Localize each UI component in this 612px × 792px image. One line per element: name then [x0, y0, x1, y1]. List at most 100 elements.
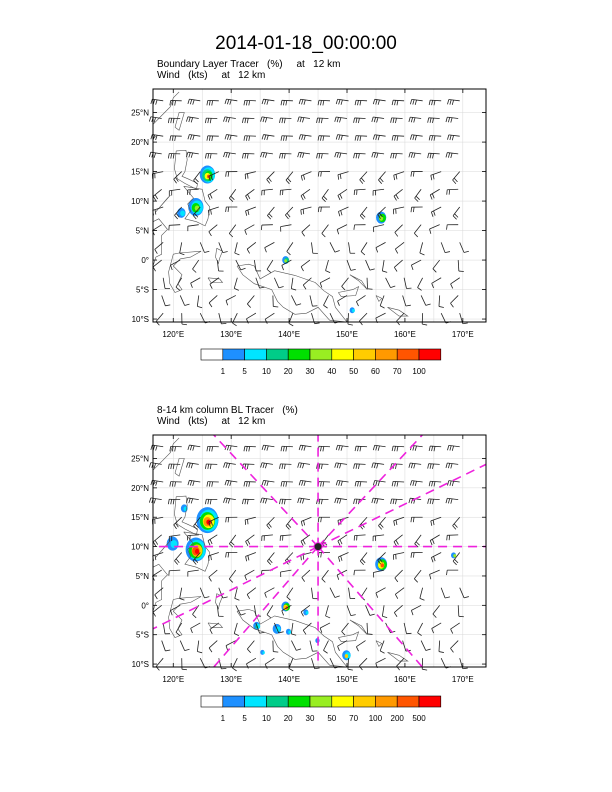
colorbar-swatch	[418, 695, 442, 708]
wind-barb	[354, 534, 366, 537]
wind-barb-feather	[302, 117, 305, 123]
wind-barb	[216, 260, 219, 272]
wind-barb	[253, 605, 257, 617]
wind-barb	[393, 206, 405, 210]
wind-barb-feather	[234, 598, 240, 601]
wind-barb	[395, 242, 405, 250]
wind-barb-feather	[369, 613, 375, 616]
wind-barb	[208, 516, 219, 523]
wind-barb-feather	[376, 463, 379, 469]
wind-barb	[255, 277, 260, 289]
wind-barb-feather	[224, 480, 227, 486]
wind-barb	[429, 569, 440, 575]
wind-barb-feather	[187, 134, 190, 140]
lat-label: 0°	[141, 256, 149, 265]
wind-barb-feather	[210, 175, 213, 181]
wind-barb-feather	[234, 287, 239, 291]
wind-barb-feather	[169, 100, 172, 106]
wind-barb	[375, 657, 386, 664]
tracer-contour	[284, 259, 287, 263]
wind-barb-feather	[175, 286, 181, 291]
wind-barb-feather	[208, 576, 212, 582]
wind-barb-feather	[373, 463, 376, 469]
wind-barb-feather	[225, 117, 228, 123]
wind-barb	[429, 224, 440, 230]
wind-barb	[373, 534, 385, 537]
wind-barb	[208, 224, 218, 233]
coastline	[152, 437, 180, 471]
wind-barb-feather	[223, 462, 226, 468]
wind-barb-feather	[172, 499, 175, 505]
coastline	[155, 540, 171, 558]
wind-barb-feather	[188, 498, 191, 504]
wind-barb-feather	[266, 480, 269, 486]
wind-barb	[329, 658, 336, 669]
wind-barb	[430, 480, 442, 483]
wind-barb-feather	[410, 463, 414, 469]
tracer-contour	[351, 308, 355, 313]
wind-barb-feather	[264, 498, 268, 504]
colorbar-label: 50	[327, 714, 336, 723]
wind-barb	[224, 497, 236, 501]
wind-barb	[244, 224, 255, 231]
wind-barb-feather	[190, 628, 193, 634]
wind-barb-feather	[247, 555, 250, 561]
colorbar-swatch	[309, 348, 333, 361]
coastline	[207, 277, 224, 283]
wind-barb-feather	[190, 282, 193, 288]
wind-barb-feather	[179, 598, 185, 601]
wind-barb-feather	[356, 301, 359, 307]
wind-barb-feather	[281, 610, 284, 616]
wind-barb-feather	[167, 118, 170, 124]
wind-barb-feather	[417, 632, 422, 636]
wind-barb-feather	[337, 300, 340, 306]
wind-barb-feather	[261, 134, 264, 140]
wind-barb-feather	[337, 646, 340, 651]
wind-barb-feather	[432, 463, 434, 469]
wind-barb-feather	[355, 153, 358, 159]
wind-barb	[410, 116, 422, 119]
wind-barb-feather	[207, 540, 211, 546]
wind-barb	[264, 312, 275, 320]
wind-barb-feather	[396, 481, 399, 487]
wind-barb-feather	[303, 520, 306, 526]
wind-barb-feather	[414, 197, 419, 202]
wind-barb-feather	[281, 118, 284, 124]
wind-barb-feather	[408, 498, 411, 504]
wind-barb-feather	[204, 250, 210, 253]
wind-barb	[300, 605, 311, 613]
wind-barb	[420, 295, 427, 306]
wind-barb-feather	[283, 464, 286, 470]
wind-barb-feather	[357, 100, 359, 106]
wind-barb-feather	[302, 539, 306, 545]
wind-barb-feather	[268, 558, 273, 564]
wind-barb-feather	[301, 577, 305, 582]
colorbar-label: 500	[412, 714, 426, 723]
wind-barb-feather	[300, 541, 304, 546]
wind-barb	[391, 117, 403, 119]
wind-barb-feather	[394, 135, 396, 141]
wind-barb	[300, 480, 312, 483]
lat-label: 25°N	[131, 454, 149, 463]
wind-barb-feather	[174, 135, 176, 141]
wind-barb-feather	[245, 481, 248, 487]
wind-barb-feather	[316, 117, 318, 123]
lon-label: 120°E	[162, 675, 184, 684]
wind-barb-feather	[222, 596, 228, 599]
wind-barb	[356, 640, 366, 647]
wind-barb	[318, 135, 330, 137]
colorbar-top: 1 5 10 20 30 40 50 60 70 100	[200, 348, 442, 376]
wind-barb	[261, 188, 273, 191]
wind-barb-feather	[223, 152, 226, 158]
wind-barb-feather	[359, 135, 362, 141]
wind-barb	[187, 151, 199, 155]
wind-barb-feather	[430, 211, 434, 217]
wind-barb	[187, 462, 199, 465]
wind-barb-feather	[192, 214, 197, 220]
wind-barb-feather	[410, 480, 413, 486]
wind-barb-feather	[173, 178, 177, 184]
wind-barb-feather	[340, 481, 343, 487]
wind-barb-feather	[318, 463, 321, 469]
wind-barb-feather	[431, 100, 433, 106]
lon-label: 130°E	[220, 330, 242, 339]
